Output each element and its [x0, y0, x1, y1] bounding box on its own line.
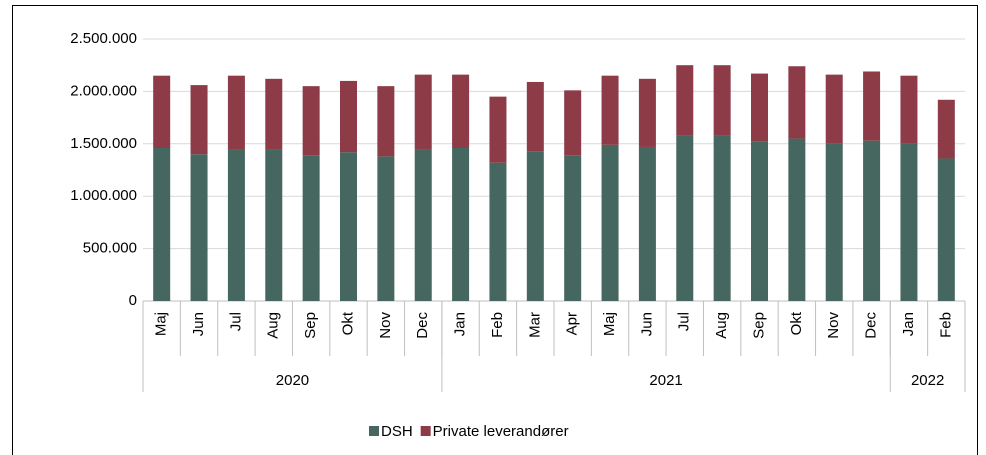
bar-segment — [825, 143, 843, 301]
x-tick-label: Nov — [825, 312, 842, 339]
bar-segment — [676, 65, 694, 136]
legend-label: DSH — [381, 423, 413, 440]
legend-label: Private leverandører — [433, 423, 569, 440]
x-tick-label: Jan — [900, 312, 917, 336]
group-label: 2021 — [649, 372, 682, 389]
bar-segment — [564, 155, 582, 301]
bar-segment — [863, 71, 881, 141]
y-tick-label: 500.000 — [83, 240, 137, 257]
x-tick-label: Jun — [190, 312, 207, 336]
y-tick-label: 2.500.000 — [70, 30, 137, 47]
bar-segment — [937, 99, 955, 159]
bar-segment — [601, 144, 619, 301]
y-tick-label: 1.000.000 — [70, 187, 137, 204]
y-tick-label: 0 — [129, 292, 137, 309]
x-tick-label: Nov — [377, 312, 394, 339]
y-tick-label: 2.000.000 — [70, 82, 137, 99]
bar-segment — [676, 135, 694, 301]
x-tick-label: Sep — [302, 312, 319, 339]
y-tick-label: 1.500.000 — [70, 135, 137, 152]
x-tick-label: Apr — [564, 312, 581, 335]
group-label: 2022 — [911, 372, 944, 389]
bar-segment — [825, 74, 843, 144]
bar-segment — [227, 75, 245, 150]
bar-segment — [153, 75, 171, 148]
bar-segment — [414, 74, 432, 150]
bar-segment — [900, 75, 918, 144]
bar-segment — [265, 149, 283, 301]
bar-segment — [638, 146, 656, 301]
bar-segment — [788, 66, 806, 139]
x-tick-label: Maj — [153, 312, 170, 336]
legend-swatch — [369, 426, 379, 436]
bar-segment — [489, 96, 507, 163]
bar-segment — [340, 80, 357, 153]
bar-segment — [302, 86, 320, 156]
x-tick-label: Feb — [937, 312, 954, 338]
bar-segment — [153, 147, 171, 301]
bar-segment — [751, 141, 768, 301]
x-tick-label: Aug — [713, 312, 730, 339]
bar-segment — [564, 90, 582, 156]
x-tick-label: Dec — [414, 312, 431, 339]
bar-segment — [190, 85, 208, 155]
bar-segment — [713, 135, 731, 301]
bar-segment — [937, 158, 955, 301]
bar-segment — [414, 149, 432, 301]
bar-segment — [377, 156, 395, 301]
x-tick-label: Jan — [452, 312, 469, 336]
bar-segment — [265, 78, 283, 150]
x-tick-label: Maj — [601, 312, 618, 336]
bar-segment — [377, 86, 395, 157]
bar-segment — [526, 151, 544, 301]
bar-segment — [601, 75, 619, 145]
x-tick-label: Dec — [863, 312, 880, 339]
x-tick-label: Aug — [265, 312, 282, 339]
legend-swatch — [420, 426, 431, 436]
bar-segment — [452, 74, 470, 148]
bar-segment — [227, 149, 245, 301]
x-tick-label: Mar — [526, 312, 543, 338]
x-tick-label: Sep — [750, 312, 767, 339]
bar-segment — [302, 155, 320, 301]
bar-segment — [900, 143, 918, 301]
bar-segment — [340, 152, 357, 301]
x-tick-label: Jun — [638, 312, 655, 336]
x-tick-label: Jul — [676, 312, 693, 331]
group-label: 2020 — [276, 372, 309, 389]
bar-segment — [713, 65, 731, 136]
x-tick-label: Okt — [339, 311, 356, 335]
bar-segment — [788, 138, 806, 301]
chart-border — [12, 5, 978, 455]
bar-segment — [638, 78, 656, 147]
bar-segment — [751, 73, 768, 142]
bar-segment — [190, 154, 208, 301]
bar-segment — [452, 147, 470, 301]
bar-segment — [863, 140, 881, 301]
x-tick-label: Okt — [788, 311, 805, 335]
x-tick-label: Jul — [227, 312, 244, 331]
x-tick-label: Feb — [489, 312, 506, 338]
bar-segment — [526, 81, 544, 152]
bar-segment — [489, 162, 507, 301]
